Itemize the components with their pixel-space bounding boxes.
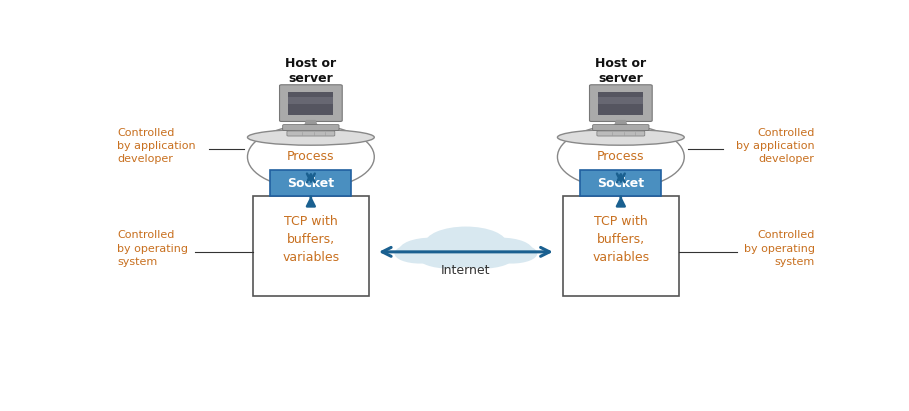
Ellipse shape (417, 245, 482, 269)
FancyBboxPatch shape (563, 196, 679, 296)
FancyBboxPatch shape (270, 170, 352, 196)
Text: Process: Process (287, 150, 335, 164)
Text: Internet: Internet (441, 264, 491, 277)
FancyBboxPatch shape (288, 92, 334, 115)
Ellipse shape (450, 245, 514, 269)
FancyBboxPatch shape (283, 125, 339, 130)
Text: TCP with
buffers,
variables: TCP with buffers, variables (283, 215, 339, 265)
Ellipse shape (399, 238, 463, 263)
Ellipse shape (247, 129, 375, 145)
FancyBboxPatch shape (287, 131, 335, 136)
FancyBboxPatch shape (597, 131, 644, 136)
Ellipse shape (557, 129, 684, 145)
FancyBboxPatch shape (598, 97, 644, 104)
Ellipse shape (557, 125, 684, 189)
Text: Socket: Socket (597, 177, 644, 189)
Text: Controlled
by application
developer: Controlled by application developer (117, 128, 195, 164)
FancyBboxPatch shape (288, 97, 334, 104)
Ellipse shape (431, 244, 501, 266)
Text: Controlled
by operating
system: Controlled by operating system (744, 231, 814, 267)
Ellipse shape (247, 125, 375, 189)
Polygon shape (614, 120, 627, 126)
Ellipse shape (425, 226, 507, 261)
Text: Socket: Socket (287, 177, 335, 189)
FancyBboxPatch shape (590, 85, 652, 122)
Text: TCP with
buffers,
variables: TCP with buffers, variables (593, 215, 649, 265)
FancyBboxPatch shape (253, 196, 369, 296)
Ellipse shape (486, 243, 537, 263)
Text: Process: Process (597, 150, 644, 164)
FancyBboxPatch shape (580, 170, 662, 196)
FancyBboxPatch shape (280, 85, 342, 122)
Text: Controlled
by application
developer: Controlled by application developer (736, 128, 814, 164)
Ellipse shape (469, 238, 533, 263)
FancyBboxPatch shape (593, 125, 649, 130)
Text: Host or
server: Host or server (595, 57, 646, 85)
Text: Controlled
by operating
system: Controlled by operating system (117, 231, 188, 267)
FancyBboxPatch shape (598, 92, 644, 115)
Ellipse shape (395, 243, 445, 263)
Text: Host or
server: Host or server (285, 57, 336, 85)
Polygon shape (305, 120, 317, 126)
